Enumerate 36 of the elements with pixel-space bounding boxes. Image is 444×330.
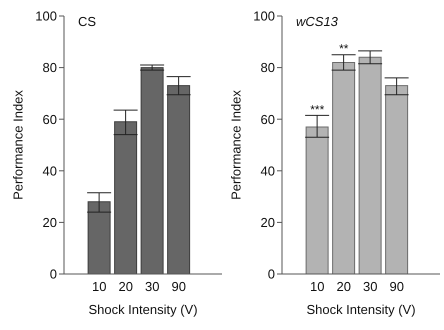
annotation: ***	[310, 102, 325, 116]
y-tick-label: 0	[268, 266, 275, 282]
x-tick-label: 20	[118, 279, 133, 294]
x-tick-label: 10	[92, 279, 106, 294]
y-tick-label: 100	[253, 8, 275, 24]
y-tick-label: 80	[260, 60, 275, 76]
y-tick-label: 20	[260, 215, 275, 230]
x-tick-label: 90	[390, 279, 404, 294]
bar	[140, 67, 164, 274]
bar	[306, 126, 329, 274]
chart-title: wCS13	[296, 14, 338, 29]
bar	[358, 56, 382, 274]
x-tick-label: 30	[145, 279, 160, 294]
bar	[167, 85, 190, 274]
bar	[332, 62, 356, 274]
y-tick-label: 40	[260, 163, 275, 178]
bar	[88, 201, 111, 274]
y-tick-label: 80	[42, 60, 57, 76]
y-tick-label: 20	[42, 215, 57, 230]
y-tick-label: 60	[42, 112, 57, 127]
x-tick-label: 20	[336, 279, 351, 294]
bar	[114, 121, 138, 274]
y-tick-label: 100	[35, 8, 57, 24]
x-tick-label: 90	[172, 279, 186, 294]
y-axis-title: Performance Index	[10, 90, 26, 200]
y-tick-label: 60	[260, 112, 275, 127]
x-axis-title: Shock Intensity (V)	[88, 302, 198, 317]
y-axis-title: Performance Index	[228, 90, 244, 200]
x-tick-label: 10	[310, 279, 324, 294]
annotation: **	[339, 42, 349, 56]
bar	[385, 85, 408, 274]
x-tick-label: 30	[363, 279, 378, 294]
chart-title: CS	[78, 14, 96, 29]
x-axis-title: Shock Intensity (V)	[306, 302, 416, 317]
y-tick-label: 0	[50, 266, 57, 282]
y-tick-label: 40	[42, 163, 57, 178]
